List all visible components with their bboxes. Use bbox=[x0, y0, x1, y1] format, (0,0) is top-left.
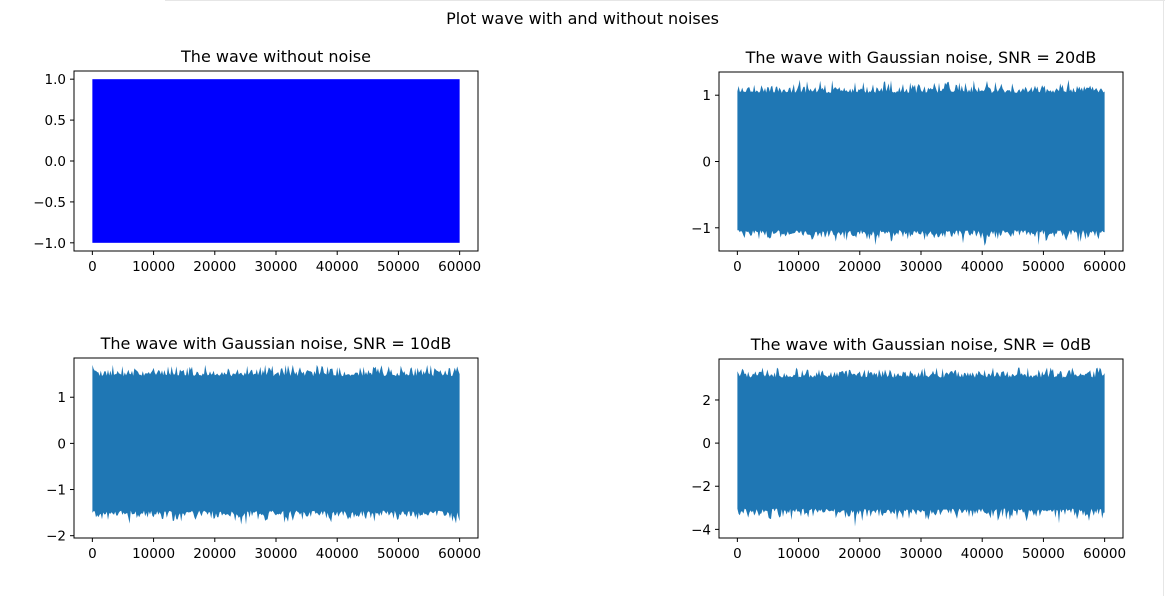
x-tick-label: 30000 bbox=[255, 546, 298, 562]
y-tick-label: −1 bbox=[691, 221, 711, 237]
subplot-2: The wave with Gaussian noise, SNR = 20dB… bbox=[691, 48, 1126, 275]
y-tick-label: 1.0 bbox=[45, 72, 66, 88]
x-tick-label: 60000 bbox=[438, 259, 481, 275]
figure-suptitle: Plot wave with and without noises bbox=[446, 9, 719, 28]
x-tick-label: 10000 bbox=[777, 259, 820, 275]
x-tick-label: 20000 bbox=[193, 546, 236, 562]
noisy-wave-series bbox=[737, 79, 1105, 246]
y-tick-label: −4 bbox=[691, 522, 711, 538]
y-tick-label: 1 bbox=[702, 88, 711, 104]
x-tick-label: 20000 bbox=[838, 546, 881, 562]
wave-series bbox=[92, 79, 460, 243]
y-tick-label: 0.0 bbox=[45, 154, 66, 170]
x-tick-label: 50000 bbox=[377, 546, 420, 562]
noisy-wave-series bbox=[92, 364, 460, 525]
x-tick-label: 60000 bbox=[1083, 546, 1126, 562]
x-tick-label: 30000 bbox=[900, 259, 943, 275]
x-tick-label: 20000 bbox=[193, 259, 236, 275]
y-tick-label: −0.5 bbox=[33, 195, 66, 211]
subplot-title: The wave with Gaussian noise, SNR = 20dB bbox=[745, 48, 1097, 67]
x-tick-label: 0 bbox=[88, 259, 97, 275]
x-tick-label: 50000 bbox=[1022, 546, 1065, 562]
x-tick-label: 10000 bbox=[132, 259, 175, 275]
x-tick-label: 40000 bbox=[961, 259, 1004, 275]
subplot-title: The wave with Gaussian noise, SNR = 0dB bbox=[750, 335, 1092, 354]
y-tick-label: −2 bbox=[691, 479, 711, 495]
x-tick-label: 50000 bbox=[377, 259, 420, 275]
y-tick-label: −1 bbox=[46, 483, 66, 499]
subplot-3: The wave with Gaussian noise, SNR = 10dB… bbox=[46, 334, 481, 562]
right-border-line bbox=[1163, 0, 1164, 596]
x-tick-label: 0 bbox=[733, 259, 742, 275]
y-tick-label: 2 bbox=[702, 393, 711, 409]
x-tick-label: 60000 bbox=[1083, 259, 1126, 275]
y-tick-label: 1 bbox=[57, 390, 66, 406]
noisy-wave-series bbox=[737, 367, 1105, 527]
x-tick-label: 10000 bbox=[132, 546, 175, 562]
subplot-title: The wave without noise bbox=[180, 47, 371, 66]
y-tick-label: −1.0 bbox=[33, 236, 66, 252]
x-tick-label: 40000 bbox=[961, 546, 1004, 562]
x-tick-label: 10000 bbox=[777, 546, 820, 562]
y-tick-label: −2 bbox=[46, 529, 66, 545]
x-tick-label: 30000 bbox=[255, 259, 298, 275]
x-tick-label: 0 bbox=[88, 546, 97, 562]
x-tick-label: 0 bbox=[733, 546, 742, 562]
x-tick-label: 30000 bbox=[900, 546, 943, 562]
subplot-4: The wave with Gaussian noise, SNR = 0dB 0… bbox=[691, 335, 1126, 562]
x-tick-label: 40000 bbox=[316, 259, 359, 275]
x-tick-label: 20000 bbox=[838, 259, 881, 275]
subplot-title: The wave with Gaussian noise, SNR = 10dB bbox=[100, 334, 452, 353]
y-tick-label: 0 bbox=[702, 436, 711, 452]
y-tick-label: 0.5 bbox=[45, 113, 66, 129]
x-tick-label: 50000 bbox=[1022, 259, 1065, 275]
top-border-line bbox=[165, 0, 1165, 1]
y-tick-label: 0 bbox=[57, 436, 66, 452]
x-tick-label: 60000 bbox=[438, 546, 481, 562]
y-tick-label: 0 bbox=[702, 155, 711, 171]
subplot-1: The wave without noise 0 10000 20000 30000 40… bbox=[33, 47, 481, 275]
x-tick-label: 40000 bbox=[316, 546, 359, 562]
